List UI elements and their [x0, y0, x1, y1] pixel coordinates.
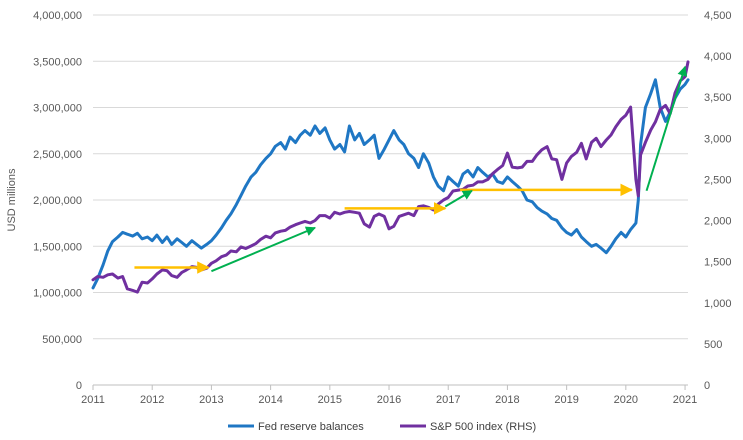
x-tick-label: 2017: [436, 394, 460, 406]
y-left-tick-label: 2,500,000: [33, 149, 82, 161]
x-tick-label: 2011: [81, 394, 105, 406]
y-right-tick-label: 3,500: [704, 92, 732, 104]
y-right-tick-label: 1,000: [704, 298, 732, 310]
annotation-arrows: [134, 65, 688, 274]
axes: 0 500,000 1,000,000 1,500,000 2,000,000 2,500…: [6, 10, 732, 406]
y-right-tick-label: 4,500: [704, 10, 732, 22]
legend-label-2: S&P 500 index (RHS): [430, 421, 536, 433]
series-line-2: [91, 60, 690, 294]
y-left-tick-label: 500,000: [42, 334, 82, 346]
y-left-tick-label: 3,000,000: [33, 103, 82, 115]
y-right-tick-label: 4,000: [704, 51, 732, 63]
y-right-tick-label: 0: [704, 380, 710, 392]
x-tick-label: 2018: [495, 394, 519, 406]
x-tick-label: 2013: [199, 394, 223, 406]
rising-arrow-1: [211, 226, 316, 273]
y-left-tick-label: 1,500,000: [33, 241, 82, 253]
y-right-tick-label: 1,500: [704, 257, 732, 269]
x-tick-label: 2021: [673, 394, 697, 406]
x-tick-label: 2019: [554, 394, 578, 406]
series-lines: [91, 60, 690, 294]
legend: Fed reserve balances S&P 500 index (RHS): [228, 421, 536, 433]
x-tick-label: 2016: [377, 394, 401, 406]
gridlines: [93, 14, 688, 386]
series-line-1: [91, 78, 690, 290]
y-left-tick-label: 2,000,000: [33, 195, 82, 207]
x-tick-label: 2012: [140, 394, 164, 406]
y-right-tick-label: 2,000: [704, 216, 732, 228]
y-right-tick-label: 2,500: [704, 174, 732, 186]
y-left-tick-label: 4,000,000: [33, 10, 82, 22]
y-right-tick-label: 3,000: [704, 133, 732, 145]
x-tick-label: 2015: [318, 394, 342, 406]
rising-arrow-2: [444, 189, 473, 208]
y-right-tick-label: 500: [704, 339, 722, 351]
legend-label-1: Fed reserve balances: [258, 421, 364, 433]
y-left-tick-label: 0: [76, 380, 82, 392]
y-left-tick-label: 3,500,000: [33, 56, 82, 68]
y-axis-title: USD millions: [6, 168, 18, 231]
y-left-tick-label: 1,000,000: [33, 288, 82, 300]
x-tick-label: 2020: [614, 394, 638, 406]
x-tick-label: 2014: [258, 394, 282, 406]
rising-arrow-3: [645, 65, 688, 192]
